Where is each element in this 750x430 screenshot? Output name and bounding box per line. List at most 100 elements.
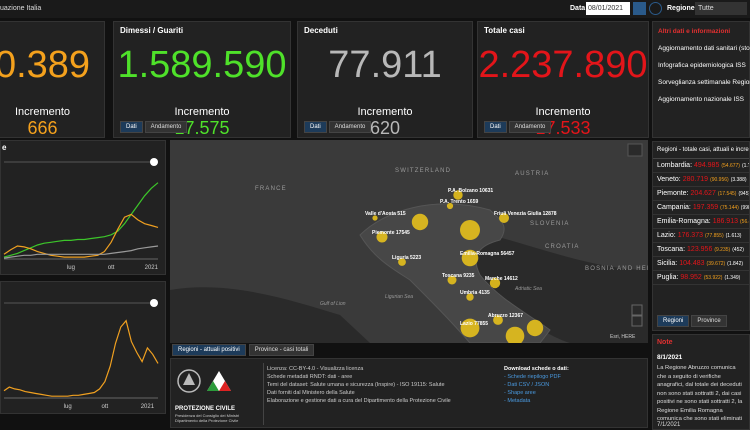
kpi-tab[interactable]: Andamento bbox=[508, 121, 552, 133]
region-cell: (90.956) bbox=[710, 177, 729, 183]
region-bubble bbox=[376, 231, 388, 243]
map-label: CROATIA bbox=[545, 244, 580, 250]
x-tick-label: lug bbox=[67, 265, 75, 271]
bubble-label: Lazio 77855 bbox=[460, 321, 488, 327]
region-cell: 98.952 bbox=[680, 274, 702, 281]
map-tab[interactable]: Province - casi totali bbox=[248, 344, 315, 356]
x-tick-label: ott bbox=[108, 265, 115, 271]
region-row: Lazio: 176.373 (77.855) (1.613) bbox=[653, 229, 749, 243]
info-link[interactable]: Aggiornamento nazionale ISS bbox=[658, 96, 745, 103]
license-line: Temi del dataset: Salute umana e sicurez… bbox=[267, 382, 445, 388]
slider-handle[interactable] bbox=[150, 299, 158, 307]
footer: PROTEZIONE CIVILE Presidenza del Consigl… bbox=[170, 358, 648, 428]
info-link[interactable]: Aggiornamento dati sanitari (storico) bbox=[658, 45, 750, 52]
kpi-tab[interactable]: Dati bbox=[484, 121, 507, 133]
x-tick-label: 2021 bbox=[141, 404, 155, 410]
region-bubble bbox=[447, 275, 457, 285]
download-link[interactable]: - Metadata bbox=[504, 398, 531, 404]
region-cell: 186.913 bbox=[712, 218, 738, 225]
download-link[interactable]: - Dati CSV / JSON bbox=[504, 382, 550, 388]
x-tick-label: ott bbox=[102, 404, 109, 410]
region-cell: Puglia: bbox=[657, 274, 679, 281]
kpi-title: Totale casi bbox=[484, 26, 525, 35]
license: Licenza: CC-BY-4.0 - Visualizza licenza … bbox=[267, 365, 451, 405]
info-panel: Altri dati e informazioni Aggiornamento … bbox=[652, 21, 750, 138]
clock-button[interactable] bbox=[649, 2, 662, 15]
bubble-label: Emilia-Romagna 56457 bbox=[460, 251, 515, 257]
note-text: La Regione Abruzzo comunica che a seguit… bbox=[657, 365, 743, 420]
region-cell: Lombardia: bbox=[657, 162, 693, 169]
kpi-tab[interactable]: Andamento bbox=[328, 121, 372, 133]
calendar-button[interactable] bbox=[633, 2, 646, 15]
region-row: Sicilia: 104.483 (39.672) (1.842) bbox=[653, 257, 749, 271]
map-tab[interactable]: Regioni - attuali positivi bbox=[172, 344, 246, 356]
bubble-label: Liguria 5223 bbox=[392, 255, 421, 261]
kpi-increment-label: Incremento bbox=[535, 106, 591, 118]
kpi-tab[interactable]: Dati bbox=[304, 121, 327, 133]
region-cell: Lazio: bbox=[657, 232, 676, 239]
region-row: Campania:197.359(75.144)(998) bbox=[653, 201, 749, 215]
italy bbox=[359, 203, 551, 343]
region-cell: 494.985 bbox=[694, 162, 720, 169]
kpi-increment-label: Incremento bbox=[174, 106, 230, 118]
slider-handle[interactable] bbox=[150, 158, 158, 166]
bubble-label: Valle d'Aosta 515 bbox=[365, 211, 406, 217]
chart-title: e bbox=[2, 143, 7, 152]
zoom-button[interactable] bbox=[631, 304, 643, 316]
region-cell: 280.719 bbox=[682, 176, 709, 183]
info-title: Altri dati e informazioni bbox=[658, 28, 731, 35]
map-tabs: Regioni - attuali positivi Province - ca… bbox=[172, 344, 315, 356]
downloads: Download schede o dati: - Schede riepilo… bbox=[504, 365, 569, 405]
map-legend-button[interactable] bbox=[627, 143, 643, 157]
info-link[interactable]: Infografica epidemiologica ISS bbox=[658, 62, 746, 69]
note-title: Note bbox=[657, 339, 673, 346]
region-cell: (39.672) bbox=[706, 261, 726, 267]
region-list-title: Regioni - totale casi, attuali e increme… bbox=[653, 142, 749, 159]
region-tab[interactable]: Regioni bbox=[657, 315, 690, 327]
bubble-label: Toscana 9235 bbox=[442, 273, 475, 279]
region-tab[interactable]: Province bbox=[691, 315, 727, 327]
kpi-title: Dimessi / Guariti bbox=[120, 26, 184, 35]
region-row: Emilia-Romagna:186.913(56.457)(2.?) bbox=[653, 215, 749, 229]
download-link[interactable]: - Shape aree bbox=[504, 390, 536, 396]
map[interactable]: FRANCE SWITZERLAND AUSTRIA SLOVENIA CROATIA B… bbox=[170, 140, 648, 343]
flag-logo bbox=[207, 381, 219, 391]
region-cell: (75.144) bbox=[720, 205, 739, 211]
download-link[interactable]: - Schede riepilogo PDF bbox=[504, 374, 561, 380]
region-bubble bbox=[460, 220, 480, 240]
region-bubble bbox=[499, 213, 509, 223]
region-list: Regioni - totale casi, attuali e increme… bbox=[652, 141, 750, 331]
region-bubble bbox=[505, 326, 525, 343]
info-link[interactable]: Sorveglianza settimanale Regioni bbox=[658, 79, 750, 86]
region-select[interactable]: Tutte bbox=[695, 2, 747, 15]
license-line: Elaborazione e gestione dati a cura del … bbox=[267, 398, 451, 404]
region-row: Piemonte: 204.627 (17.545) (945) bbox=[653, 187, 749, 201]
kpi-value: 77.911 bbox=[328, 44, 442, 86]
region-cell: 123.956 bbox=[687, 246, 713, 253]
license-line: Licenza: CC-BY-4.0 - Visualizza licenza bbox=[267, 366, 364, 372]
bubble-label: P.A. Trento 1659 bbox=[440, 199, 478, 205]
zoom-button[interactable] bbox=[631, 315, 643, 327]
date-input[interactable]: 08/01/2021 bbox=[586, 2, 630, 15]
header-title: uazione Italia bbox=[0, 5, 42, 12]
date-label: Data bbox=[570, 5, 586, 12]
kpi-tab[interactable]: Dati bbox=[120, 121, 143, 133]
region-cell: (452) bbox=[732, 247, 744, 253]
license-line: Schede metadati RNDT: dati - aree bbox=[267, 374, 353, 380]
bubble-label: Friuli Venezia Giulia 12878 bbox=[494, 211, 557, 217]
kpi-card: Totale casi 2.237.890 Incremento 17.533 Dati… bbox=[477, 21, 649, 138]
flag-logo bbox=[219, 381, 231, 391]
logo-text: PROTEZIONE CIVILE Presidenza del Consigl… bbox=[175, 405, 239, 423]
region-cell: (1.?) bbox=[741, 163, 749, 169]
kpi-card: 0.389 Incremento 666 bbox=[0, 21, 105, 138]
kpi-card: Dimessi / Guariti 1.589.590 Incremento 17.5… bbox=[113, 21, 291, 138]
kpi-tab[interactable]: Andamento bbox=[144, 121, 188, 133]
region-cell: 197.359 bbox=[692, 204, 719, 211]
region-cell: (1.349) bbox=[724, 275, 741, 281]
logo-line: Dipartimento della Protezione Civile bbox=[175, 418, 239, 423]
region-cell: Campania: bbox=[657, 204, 691, 211]
region-bubble bbox=[460, 318, 480, 338]
region-bubble bbox=[461, 249, 479, 267]
region-cell: 204.627 bbox=[690, 190, 716, 197]
